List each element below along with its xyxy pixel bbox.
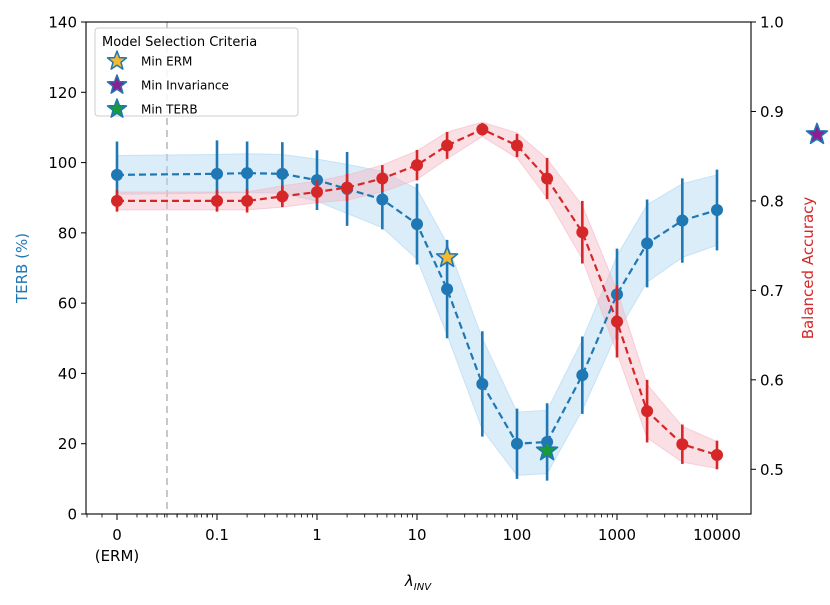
y-right-tick-label: 1.0 [760,14,784,32]
y-left-tick-label: 0 [67,506,77,524]
legend-item-label: Min Invariance [141,79,229,93]
y-right-tick-label: 0.6 [760,371,784,389]
data-point [341,181,354,194]
data-point [241,194,254,207]
y-left-tick-label: 40 [58,365,77,383]
data-point [311,174,323,187]
data-point [311,185,323,198]
x-tick-label: 1 [312,526,322,544]
y-left-tick-label: 100 [48,154,77,172]
marker-min-invariance-star-icon [805,122,829,145]
y-right-tick-label: 0.5 [760,461,784,479]
data-point [441,283,454,296]
x-tick-label: 10 [407,526,426,544]
data-point [711,204,723,217]
x-axis-label: λINV [404,572,432,593]
data-point [611,315,623,328]
marker-layer [435,122,829,461]
x-tick-label: 100 [503,526,532,544]
x-tick-label: 10000 [693,526,741,544]
data-point [276,167,289,180]
x-tick-sublabel: (ERM) [95,547,140,565]
data-point [241,167,254,180]
data-point [411,218,423,231]
y-left-tick-label: 80 [58,224,77,242]
legend-item-label: Min ERM [141,55,192,69]
data-point [641,237,654,250]
data-point [541,172,554,185]
legend-min-invariance-star-icon [106,74,128,94]
data-point [111,168,123,181]
legend-item-label: Min TERB [141,103,198,117]
legend-min-terb-star-icon [106,98,128,118]
data-point [676,438,689,451]
y-right-tick-label: 0.9 [760,103,784,121]
legend-box [94,27,299,117]
data-point [441,139,454,152]
data-point [641,405,654,418]
x-tick-label: 0.1 [205,526,229,544]
legend-title: Model Selection Criteria [102,35,257,50]
legend-min-erm-star-icon [106,50,128,70]
data-point [476,123,489,136]
data-point [411,159,423,172]
y-left-tick-label: 140 [48,14,77,32]
data-point [511,139,523,152]
plot-frame [85,21,752,515]
marker-min-terb-star-icon [535,438,559,461]
data-point [211,167,223,180]
data-point [711,448,723,461]
data-point [576,369,589,382]
y-right-tick-label: 0.7 [760,282,784,300]
data-point [276,190,289,203]
y-left-tick-label: 60 [58,295,77,313]
data-point [376,193,389,206]
axes-layer: 0 20 40 60 80 100 120 140 0.5 0.6 0.7 0.8 0.9 1.0 0 0.1… [13,14,817,594]
data-point [476,377,489,390]
y-right-axis-label: Balanced Accuracy [799,197,817,340]
legend: Model Selection Criteria Min ERM Min Invar… [94,27,299,118]
data-point [111,194,123,207]
series-line-1 [117,128,718,457]
data-point [376,172,389,185]
data-point [511,437,523,450]
data-point [576,226,589,239]
x-tick-label: 1000 [598,526,636,544]
y-right-tick-label: 0.8 [760,192,784,210]
data-point [211,194,223,207]
data-point [676,214,689,227]
y-left-tick-label: 20 [58,435,77,453]
y-left-tick-label: 120 [48,84,77,102]
marker-min-erm-star-icon [435,245,459,268]
y-left-axis-label: TERB (%) [13,233,31,304]
x-tick-label: 0 [112,526,122,544]
